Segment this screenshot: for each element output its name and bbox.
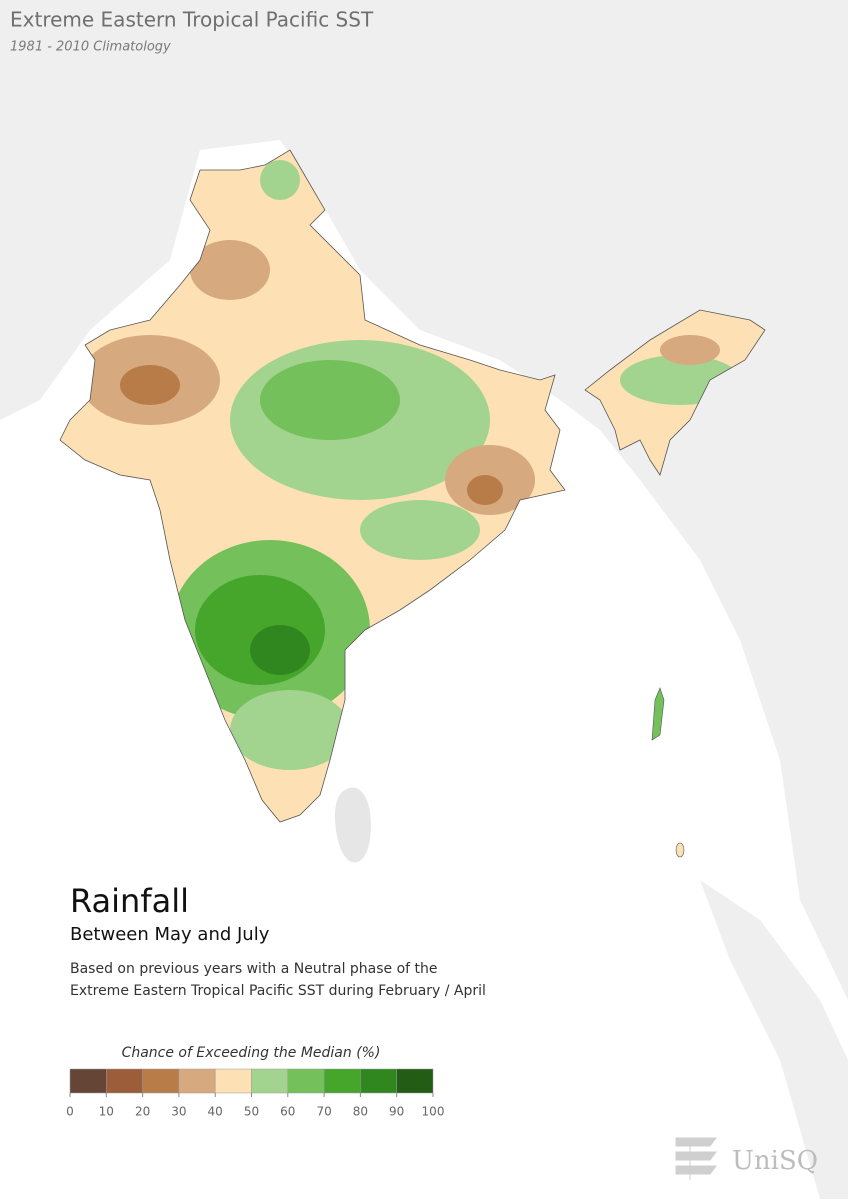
legend-tick-label: 70 xyxy=(316,1105,331,1119)
legend-title: Chance of Exceeding the Median (%) xyxy=(122,1045,381,1061)
legend-swatch xyxy=(142,1068,180,1094)
legend-swatch xyxy=(323,1068,361,1094)
legend-tick-label: 10 xyxy=(99,1105,114,1119)
islands xyxy=(675,842,685,858)
legend-tick-label: 80 xyxy=(353,1105,368,1119)
legend-swatch xyxy=(360,1068,397,1094)
legend-tick-label: 100 xyxy=(422,1105,445,1119)
info-subtitle: Between May and July xyxy=(70,924,270,945)
legend-tick-label: 20 xyxy=(135,1105,150,1119)
legend-tick-label: 60 xyxy=(280,1105,295,1119)
legend-tick-label: 0 xyxy=(66,1105,74,1119)
neighbouring-land xyxy=(0,0,848,1000)
map-title: Extreme Eastern Tropical Pacific SST xyxy=(10,8,374,32)
legend-swatch xyxy=(178,1068,216,1094)
info-title: Rainfall xyxy=(70,882,189,920)
legend-swatch xyxy=(251,1068,289,1094)
sri-lanka xyxy=(334,787,371,863)
info-description: Based on previous years with a Neutral p… xyxy=(70,961,438,977)
islands xyxy=(651,687,665,741)
legend-tick-label: 90 xyxy=(389,1105,404,1119)
india-outline xyxy=(59,149,766,823)
legend-swatch xyxy=(214,1068,252,1094)
logo-text: UniSQ xyxy=(732,1146,818,1176)
legend-swatch xyxy=(287,1068,325,1094)
neighbouring-land xyxy=(700,880,848,1199)
legend-tick-label: 30 xyxy=(171,1105,186,1119)
legend-tick-label: 40 xyxy=(208,1105,223,1119)
legend-swatch xyxy=(69,1068,107,1094)
logo: UniSQ xyxy=(675,1137,818,1180)
legend-swatch xyxy=(396,1068,434,1094)
legend: 0 10 20 30 40 50 60 70 80 90 100 xyxy=(66,1068,445,1119)
legend-swatch xyxy=(106,1068,143,1094)
info-description: Extreme Eastern Tropical Pacific SST dur… xyxy=(70,983,486,999)
map-subtitle: 1981 - 2010 Climatology xyxy=(10,40,171,55)
legend-tick-label: 50 xyxy=(244,1105,259,1119)
